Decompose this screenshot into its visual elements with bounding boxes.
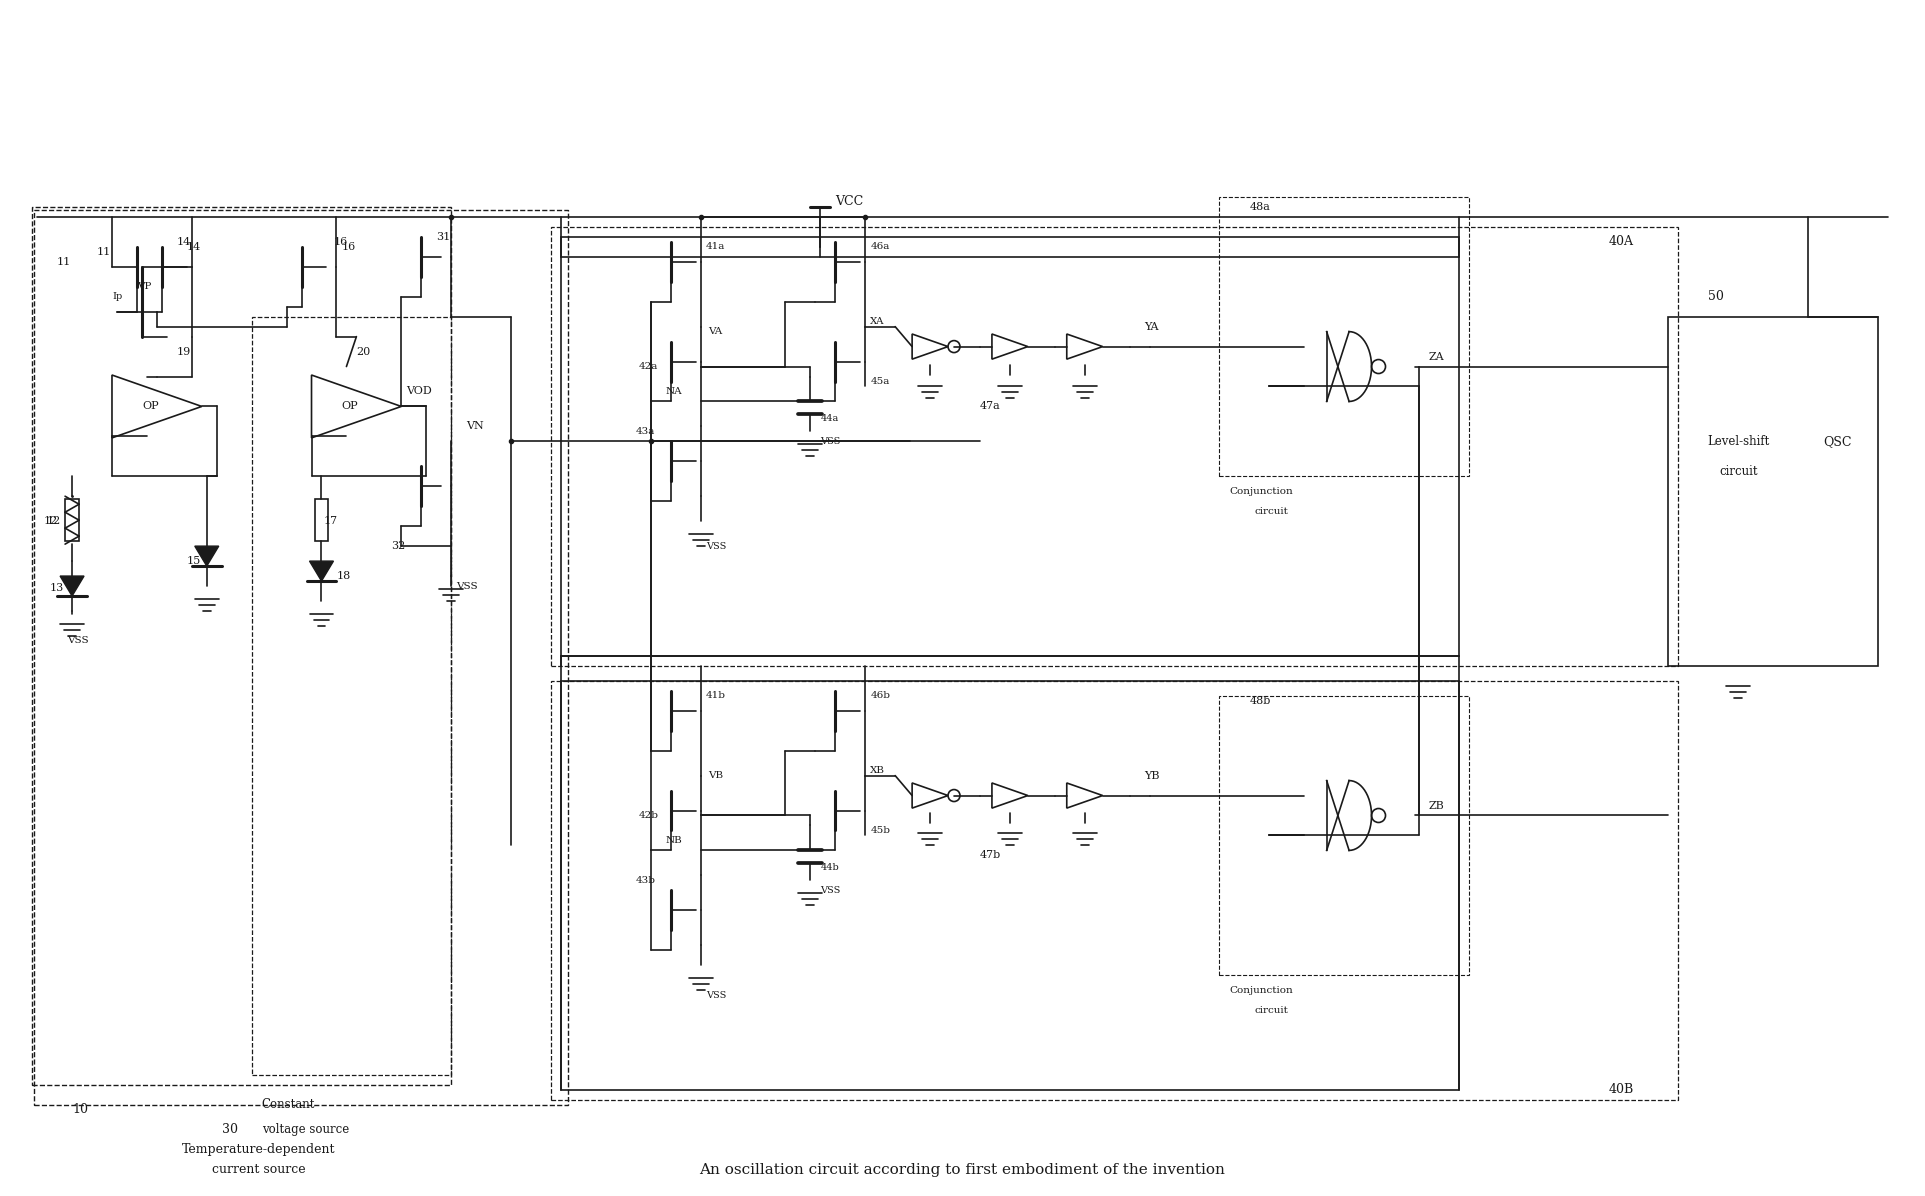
- Bar: [65, 499, 79, 541]
- Text: 30: 30: [221, 1123, 237, 1136]
- Bar: [314, 499, 329, 541]
- Bar: [1219, 696, 1469, 975]
- Text: 46a: 46a: [870, 243, 889, 251]
- Text: Constant: Constant: [262, 1098, 316, 1111]
- Text: circuit: circuit: [1719, 465, 1758, 477]
- Text: 12: 12: [46, 517, 62, 526]
- Text: 17: 17: [323, 517, 337, 526]
- Text: VSS: VSS: [706, 990, 726, 1000]
- Text: 14: 14: [177, 237, 191, 246]
- Text: VN: VN: [466, 421, 483, 432]
- Text: 43b: 43b: [635, 875, 656, 885]
- Bar: [1219, 197, 1469, 476]
- Text: QSC: QSC: [1823, 435, 1852, 447]
- Text: VP: VP: [137, 282, 152, 291]
- Text: 31: 31: [437, 232, 450, 242]
- Text: 42a: 42a: [639, 362, 658, 371]
- Text: 11: 11: [58, 257, 71, 267]
- Text: An oscillation circuit according to first embodiment of the invention: An oscillation circuit according to firs…: [699, 1163, 1226, 1177]
- Text: Conjunction: Conjunction: [1230, 487, 1294, 496]
- Text: YB: YB: [1145, 770, 1161, 781]
- Text: VOD: VOD: [406, 386, 431, 397]
- Text: ZB: ZB: [1428, 800, 1444, 811]
- Text: 48b: 48b: [1249, 696, 1270, 706]
- Text: 47b: 47b: [980, 850, 1001, 860]
- Text: 46b: 46b: [870, 691, 889, 701]
- Text: 20: 20: [356, 347, 372, 356]
- Text: voltage source: voltage source: [262, 1123, 348, 1136]
- Bar: [35, 210, 568, 1105]
- Bar: [560, 681, 1459, 1090]
- Text: 10: 10: [71, 1103, 89, 1116]
- Text: current source: current source: [212, 1164, 306, 1176]
- Text: 48a: 48a: [1249, 202, 1270, 212]
- Text: 45b: 45b: [870, 826, 889, 835]
- Text: Temperature-dependent: Temperature-dependent: [181, 1143, 335, 1157]
- Text: 11: 11: [96, 246, 112, 257]
- Text: XB: XB: [870, 767, 886, 775]
- Text: 16: 16: [341, 242, 356, 252]
- Polygon shape: [194, 547, 219, 566]
- Bar: [551, 681, 1679, 1100]
- Bar: [551, 227, 1679, 666]
- Text: Ip: Ip: [112, 292, 121, 301]
- Text: VSS: VSS: [706, 542, 726, 550]
- Bar: [33, 207, 450, 1085]
- Text: 14: 14: [187, 242, 200, 252]
- Text: XA: XA: [870, 317, 886, 327]
- Text: VSS: VSS: [820, 886, 841, 895]
- Text: 43a: 43a: [635, 427, 654, 435]
- Text: 44a: 44a: [820, 414, 839, 423]
- Text: circuit: circuit: [1255, 507, 1288, 515]
- Text: YA: YA: [1145, 322, 1159, 331]
- Text: 16: 16: [333, 237, 348, 246]
- Text: 41b: 41b: [706, 691, 726, 701]
- Text: 12: 12: [44, 517, 58, 526]
- Text: 19: 19: [177, 347, 191, 356]
- Text: 15: 15: [187, 556, 200, 566]
- Text: 32: 32: [391, 541, 406, 551]
- Text: 47a: 47a: [980, 402, 1001, 411]
- Text: 18: 18: [337, 570, 350, 581]
- Text: VSS: VSS: [820, 437, 841, 446]
- Text: circuit: circuit: [1255, 1006, 1288, 1014]
- Text: VA: VA: [708, 328, 724, 336]
- Text: NA: NA: [666, 388, 681, 396]
- Bar: [1669, 317, 1879, 666]
- Polygon shape: [310, 561, 333, 581]
- Text: 40A: 40A: [1609, 236, 1634, 249]
- Bar: [560, 237, 1459, 655]
- Text: 40B: 40B: [1609, 1084, 1634, 1097]
- Text: Level-shift: Level-shift: [1707, 435, 1769, 447]
- Text: 45a: 45a: [870, 377, 889, 386]
- Text: 44b: 44b: [820, 862, 839, 872]
- Text: VSS: VSS: [456, 581, 477, 591]
- Text: OP: OP: [341, 402, 358, 411]
- Text: Conjunction: Conjunction: [1230, 986, 1294, 995]
- Text: 42b: 42b: [639, 811, 658, 820]
- Text: ZA: ZA: [1428, 352, 1444, 361]
- Text: VSS: VSS: [67, 636, 89, 646]
- Text: OP: OP: [142, 402, 158, 411]
- Text: VB: VB: [708, 771, 724, 780]
- Text: 41a: 41a: [706, 243, 726, 251]
- Polygon shape: [60, 576, 85, 596]
- Text: VCC: VCC: [835, 195, 864, 208]
- Text: 13: 13: [50, 582, 64, 593]
- Text: NB: NB: [666, 836, 683, 844]
- Bar: [252, 317, 450, 1075]
- Text: 50: 50: [1707, 291, 1725, 304]
